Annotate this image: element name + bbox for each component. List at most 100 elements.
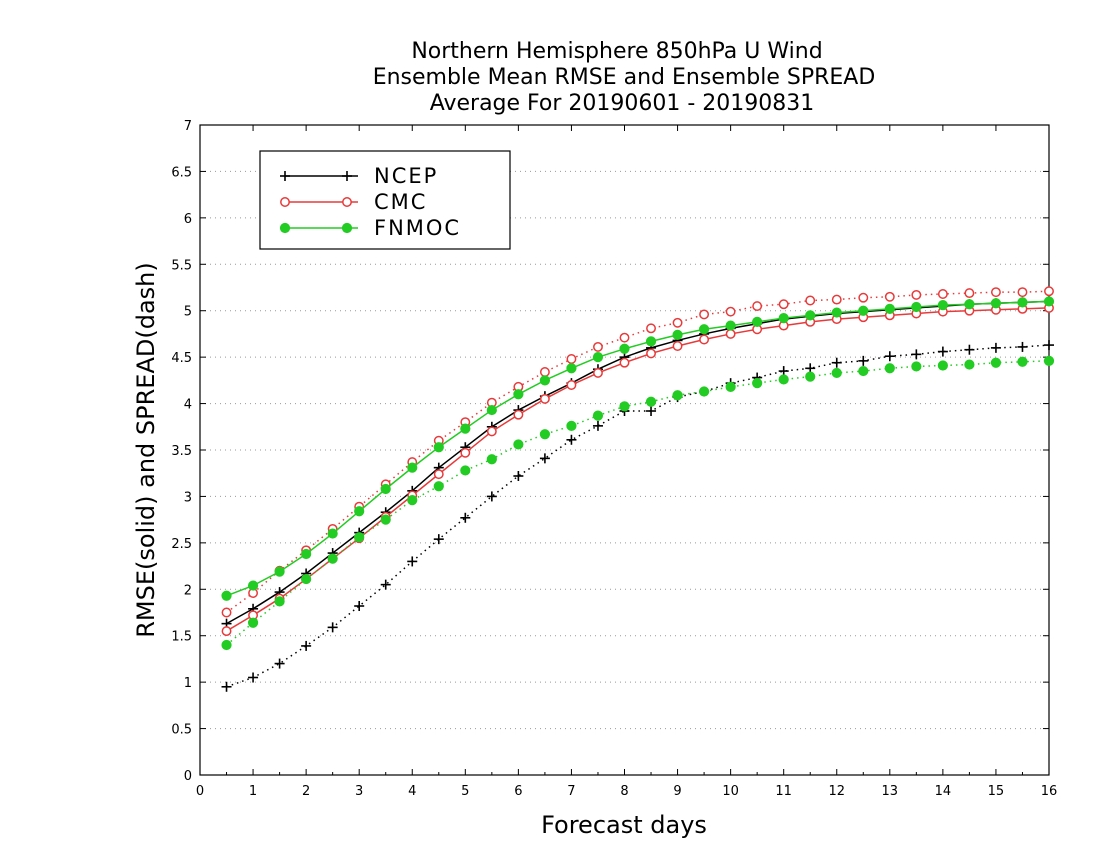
data-point-cmc-spread bbox=[221, 607, 232, 618]
y-tick-label: 3.5 bbox=[171, 444, 192, 459]
data-point-fnmoc-rmse bbox=[698, 324, 710, 335]
x-tick-label: 10 bbox=[722, 784, 739, 799]
series-line-fnmoc-rmse bbox=[226, 300, 1050, 597]
data-point-fnmoc-rmse bbox=[247, 580, 259, 591]
data-point-fnmoc-spread bbox=[805, 371, 816, 382]
x-tick-label: 16 bbox=[1041, 784, 1058, 799]
data-point-cmc-rmse bbox=[646, 348, 656, 359]
y-tick-label: 2.5 bbox=[171, 537, 192, 552]
data-point-cmc-rmse bbox=[672, 341, 683, 351]
data-point-fnmoc-rmse bbox=[752, 316, 763, 327]
data-point-ncep-spread bbox=[858, 355, 869, 366]
data-point-fnmoc-rmse bbox=[964, 299, 975, 310]
data-point-cmc-rmse bbox=[486, 426, 497, 437]
y-tick-label: 3 bbox=[184, 490, 192, 505]
chart-title-line-2: Ensemble Mean RMSE and Ensemble SPREAD bbox=[373, 65, 876, 90]
data-point-cmc-rmse bbox=[513, 409, 524, 420]
x-tick-label: 13 bbox=[882, 784, 899, 799]
x-tick-label: 2 bbox=[302, 784, 310, 799]
data-point-ncep-spread bbox=[1044, 340, 1054, 351]
data-point-ncep-spread bbox=[274, 658, 285, 669]
data-point-cmc-rmse bbox=[593, 367, 603, 378]
data-point-fnmoc-spread bbox=[1017, 356, 1028, 367]
data-point-cmc-spread bbox=[725, 306, 736, 317]
data-point-fnmoc-spread bbox=[831, 367, 842, 379]
data-point-fnmoc-spread bbox=[672, 390, 683, 401]
x-tick-label: 15 bbox=[988, 784, 1005, 799]
x-axis-label: Forecast days bbox=[541, 811, 707, 839]
chart-title-line-3: Average For 20190601 - 20190831 bbox=[430, 91, 815, 116]
data-point-fnmoc-rmse bbox=[831, 307, 842, 318]
data-point-cmc-rmse bbox=[433, 469, 444, 480]
y-tick-label: 6 bbox=[184, 212, 192, 227]
data-point-cmc-spread bbox=[566, 354, 577, 364]
data-point-cmc-spread bbox=[1044, 286, 1054, 297]
data-point-fnmoc-rmse bbox=[513, 389, 524, 400]
data-point-fnmoc-spread bbox=[407, 495, 418, 506]
data-point-fnmoc-spread bbox=[698, 386, 710, 397]
data-point-ncep-spread bbox=[407, 556, 418, 567]
data-point-cmc-spread bbox=[911, 289, 922, 300]
data-point-cmc-spread bbox=[646, 323, 656, 334]
data-point-cmc-rmse bbox=[460, 447, 471, 458]
x-tick-label: 7 bbox=[567, 784, 575, 799]
data-point-cmc-spread bbox=[858, 292, 869, 303]
y-tick-label: 5 bbox=[184, 305, 192, 320]
data-point-cmc-spread bbox=[699, 309, 710, 320]
data-point-fnmoc-rmse bbox=[327, 528, 338, 539]
data-point-fnmoc-rmse bbox=[672, 329, 683, 340]
chart-title-line-1: Northern Hemisphere 850hPa U Wind bbox=[411, 39, 822, 64]
y-tick-label: 4.5 bbox=[171, 351, 192, 366]
data-point-ncep-spread bbox=[964, 344, 975, 355]
x-tick-label: 6 bbox=[514, 784, 522, 799]
data-point-fnmoc-spread bbox=[460, 465, 471, 476]
y-tick-label: 0.5 bbox=[171, 723, 192, 738]
data-point-ncep-spread bbox=[937, 346, 948, 357]
data-point-fnmoc-rmse bbox=[884, 303, 895, 314]
series-line-fnmoc-spread bbox=[226, 360, 1050, 646]
data-point-fnmoc-spread bbox=[990, 357, 1002, 368]
data-point-fnmoc-rmse bbox=[645, 336, 657, 347]
data-point-fnmoc-spread bbox=[937, 360, 948, 371]
data-point-ncep-spread bbox=[354, 601, 365, 611]
data-point-cmc-spread bbox=[778, 299, 789, 310]
data-point-fnmoc-rmse bbox=[911, 301, 922, 313]
data-point-ncep-spread bbox=[592, 420, 603, 431]
data-point-ncep-spread bbox=[486, 491, 497, 502]
data-point-fnmoc-rmse bbox=[539, 375, 551, 386]
data-point-fnmoc-rmse bbox=[1043, 296, 1055, 307]
data-point-ncep-spread bbox=[513, 471, 524, 481]
legend-marker-ncep bbox=[342, 171, 352, 181]
legend-box bbox=[259, 150, 511, 250]
data-point-fnmoc-rmse bbox=[354, 506, 365, 517]
x-tick-label: 12 bbox=[828, 784, 845, 799]
data-point-ncep-spread bbox=[248, 672, 259, 683]
data-point-fnmoc-spread bbox=[778, 374, 789, 385]
data-point-fnmoc-spread bbox=[858, 365, 869, 377]
data-point-fnmoc-rmse bbox=[725, 320, 736, 331]
data-point-fnmoc-rmse bbox=[380, 483, 391, 495]
data-point-cmc-spread bbox=[831, 294, 842, 305]
legend-marker-cmc bbox=[280, 197, 290, 207]
x-tick-label: 5 bbox=[461, 784, 469, 799]
data-point-cmc-rmse bbox=[221, 626, 232, 637]
data-point-fnmoc-rmse bbox=[1017, 297, 1028, 308]
data-point-ncep-spread bbox=[1017, 341, 1028, 352]
data-point-ncep-spread bbox=[327, 622, 338, 633]
data-point-cmc-spread bbox=[964, 288, 975, 299]
y-tick-label: 5.5 bbox=[171, 258, 192, 273]
data-point-cmc-spread bbox=[1017, 287, 1028, 298]
data-point-ncep-spread bbox=[884, 351, 895, 362]
grid-lines bbox=[200, 170, 1049, 730]
data-point-ncep-spread bbox=[460, 512, 471, 523]
data-point-ncep-spread bbox=[990, 342, 1001, 353]
data-point-fnmoc-spread bbox=[964, 359, 975, 370]
x-tick-label: 3 bbox=[355, 784, 363, 799]
y-tick-label: 7 bbox=[184, 119, 192, 134]
data-point-fnmoc-rmse bbox=[460, 423, 471, 434]
legend-marker-fnmoc bbox=[341, 222, 353, 234]
data-point-cmc-spread bbox=[619, 332, 630, 343]
data-point-fnmoc-spread bbox=[645, 396, 657, 407]
data-point-cmc-rmse bbox=[725, 328, 736, 339]
